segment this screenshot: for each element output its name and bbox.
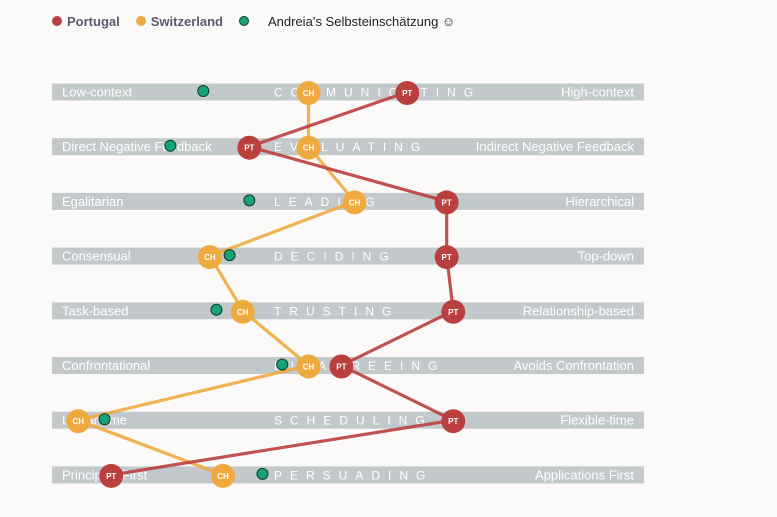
switzerland-marker — [296, 81, 321, 105]
switzerland-marker-label: CH — [73, 417, 85, 426]
band-left-label: Low-context — [62, 85, 132, 100]
dimension-band — [52, 138, 644, 156]
legend: Portugal Switzerland Andreia’s Selbstein… — [52, 11, 455, 31]
portugal-marker — [99, 463, 124, 488]
band-title: COMMUNICATING — [274, 86, 481, 100]
portugal-marker-label: PT — [402, 89, 412, 98]
switzerland-marker — [342, 190, 367, 215]
switzerland-marker-label: CH — [303, 363, 315, 372]
band-right-label: Avoids Confrontation — [514, 358, 634, 373]
dimension-band — [52, 411, 644, 429]
switzerland-marker-label: CH — [303, 144, 315, 153]
portugal-series-line — [110, 90, 455, 477]
legend-label-portugal: Portugal — [67, 13, 120, 29]
portugal-marker — [441, 299, 466, 324]
portugal-marker — [434, 190, 459, 215]
self-assessment-point — [98, 413, 111, 426]
portugal-marker-label: PT — [336, 363, 346, 372]
dimension-band — [52, 466, 644, 484]
switzerland-marker-label: CH — [237, 308, 249, 317]
switzerland-marker-label: CH — [204, 253, 216, 262]
self-assessment-point — [164, 139, 177, 152]
band-title: SCHEDULING — [274, 414, 433, 428]
portugal-marker-label: PT — [244, 144, 254, 153]
portugal-marker-label: PT — [448, 308, 458, 317]
portugal-marker — [237, 135, 262, 160]
switzerland-marker-label: CH — [303, 89, 315, 98]
self-assessment-point — [210, 303, 223, 316]
switzerland-marker — [197, 245, 222, 270]
self-assessment-point — [243, 194, 256, 207]
self-assessment-circle-icon — [238, 16, 249, 26]
portugal-marker-label: PT — [442, 253, 452, 262]
portugal-marker — [329, 354, 354, 379]
band-left-label: Direct Negative Feedback — [62, 139, 212, 154]
legend-item-portugal[interactable]: Portugal — [52, 14, 120, 29]
band-title: PERSUADING — [274, 468, 433, 482]
dimension-band — [52, 302, 644, 320]
switzerland-circle-icon — [135, 16, 146, 26]
band-title: DECIDING — [274, 250, 397, 264]
self-assessment-point — [197, 85, 210, 97]
switzerland-marker — [296, 135, 321, 160]
portugal-marker — [441, 409, 466, 434]
portugal-hexagon-icon — [52, 16, 62, 26]
band-left-label: Egalitarian — [62, 194, 123, 209]
portugal-marker-label: PT — [106, 472, 116, 481]
self-assessment-point — [276, 358, 289, 371]
portugal-marker-label: PT — [448, 417, 458, 426]
legend-label-switzerland: Switzerland — [150, 13, 223, 29]
band-right-label: Flexible-time — [560, 413, 634, 428]
switzerland-marker — [230, 299, 255, 324]
legend-item-self[interactable]: Andreia’s Selbsteinschätzung ☺ — [238, 13, 456, 29]
portugal-marker — [395, 81, 420, 105]
band-left-label: Confrontational — [62, 358, 150, 373]
band-left-label: Consensual — [62, 249, 131, 264]
switzerland-marker-label: CH — [349, 198, 361, 207]
self-assessment-point — [256, 467, 269, 480]
portugal-marker-label: PT — [442, 198, 452, 207]
band-right-label: Indirect Negative Feedback — [476, 139, 635, 154]
switzerland-marker — [66, 409, 91, 434]
switzerland-marker-label: CH — [217, 472, 229, 481]
switzerland-marker — [296, 354, 321, 379]
band-right-label: Top-down — [578, 249, 634, 264]
portugal-marker — [434, 245, 459, 270]
legend-item-switzerland[interactable]: Switzerland — [135, 13, 223, 29]
band-left-label: Task-based — [62, 303, 128, 318]
band-right-label: High-context — [561, 85, 634, 100]
self-assessment-point — [223, 249, 236, 262]
band-right-label: Applications First — [535, 467, 634, 482]
switzerland-marker — [211, 463, 236, 488]
legend-label-self: Andreia’s Selbsteinschätzung ☺ — [267, 13, 456, 29]
band-right-label: Hierarchical — [565, 194, 634, 209]
band-right-label: Relationship-based — [523, 303, 634, 318]
band-title: TRUSTING — [274, 304, 399, 318]
